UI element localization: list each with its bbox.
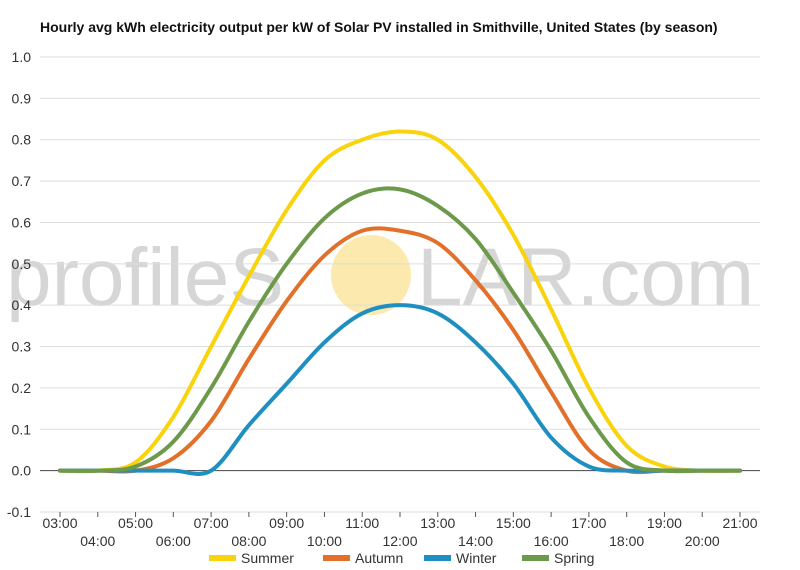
watermark-text-left: profileS — [6, 232, 284, 323]
y-tick-label: 0.4 — [12, 297, 32, 313]
y-axis-tick-labels: 1.0 0.9 0.8 0.7 0.6 0.5 0.4 0.3 0.2 0.1 0.0 -0.1 — [7, 49, 31, 520]
x-tick-label: 15:00 — [496, 515, 531, 531]
x-tick-label: 20:00 — [685, 533, 720, 549]
watermark-text-right: LAR.com — [417, 232, 754, 323]
legend-label-spring: Spring — [554, 550, 594, 566]
y-tick-label: 0.3 — [12, 339, 32, 355]
x-tick-label: 09:00 — [269, 515, 304, 531]
x-axis-tick-labels: 03:0004:0005:0006:0007:0008:0009:0010:00… — [42, 512, 758, 549]
x-tick-label: 05:00 — [118, 515, 153, 531]
legend-label-autumn: Autumn — [355, 550, 403, 566]
x-tick-label: 17:00 — [571, 515, 606, 531]
x-tick-label: 11:00 — [345, 515, 379, 531]
y-tick-label: 0.7 — [12, 173, 32, 189]
legend-swatch-autumn — [323, 555, 350, 561]
legend-swatch-winter — [424, 555, 451, 561]
legend: Summer Autumn Winter Spring — [209, 550, 594, 566]
x-tick-label: 18:00 — [609, 533, 644, 549]
x-tick-label: 21:00 — [722, 515, 757, 531]
y-tick-label: -0.1 — [7, 504, 31, 520]
x-tick-label: 19:00 — [647, 515, 682, 531]
series-line-winter — [58, 303, 742, 476]
y-tick-label: 0.0 — [12, 463, 32, 479]
x-tick-label: 08:00 — [231, 533, 266, 549]
chart-title: Hourly avg kWh electricity output per kW… — [40, 19, 718, 35]
watermark: profileS LAR.com — [6, 232, 754, 323]
legend-label-summer: Summer — [241, 550, 294, 566]
y-tick-label: 0.1 — [12, 421, 32, 437]
watermark-sun-icon — [331, 235, 411, 315]
x-tick-label: 12:00 — [382, 533, 417, 549]
legend-swatch-spring — [522, 555, 549, 561]
x-tick-label: 03:00 — [42, 515, 77, 531]
series-line-spring — [58, 186, 742, 474]
y-tick-label: 1.0 — [12, 49, 32, 65]
x-tick-label: 14:00 — [458, 533, 493, 549]
y-tick-label: 0.9 — [12, 90, 32, 106]
x-tick-label: 13:00 — [420, 515, 455, 531]
x-tick-label: 06:00 — [156, 533, 191, 549]
y-tick-label: 0.6 — [12, 214, 32, 230]
series-line-summer — [58, 129, 742, 474]
y-tick-label: 0.2 — [12, 380, 32, 396]
x-tick-label: 16:00 — [534, 533, 569, 549]
x-tick-label: 10:00 — [307, 533, 342, 549]
legend-label-winter: Winter — [456, 550, 497, 566]
x-tick-label: 04:00 — [80, 533, 115, 549]
series-lines — [58, 129, 742, 476]
y-tick-label: 0.5 — [12, 256, 32, 272]
x-tick-label: 07:00 — [194, 515, 229, 531]
legend-swatch-summer — [209, 555, 236, 561]
y-tick-label: 0.8 — [12, 132, 32, 148]
